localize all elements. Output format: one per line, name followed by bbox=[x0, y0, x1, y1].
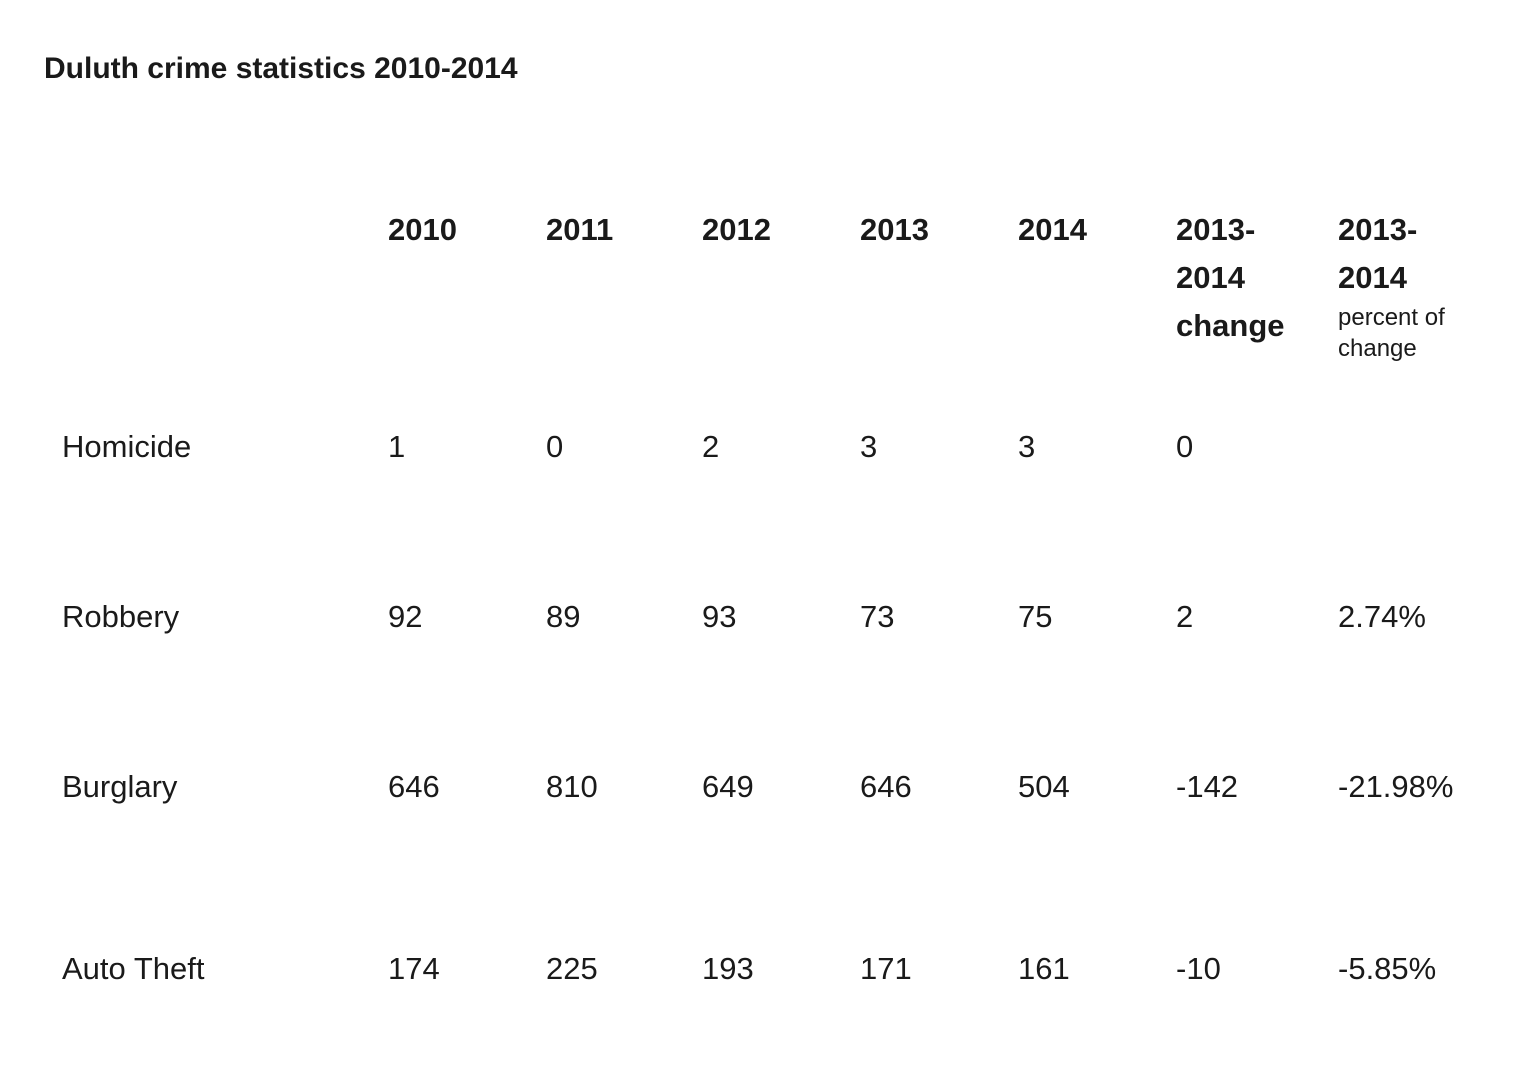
cell-value: 93 bbox=[702, 599, 737, 634]
cell-value: 73 bbox=[860, 599, 895, 634]
cell-value: 810 bbox=[546, 769, 598, 804]
header-percent-line: percent of bbox=[1338, 304, 1445, 332]
header-change-line: change bbox=[1176, 308, 1285, 344]
table-row-robbery: Robbery 92 89 93 73 75 2 2.74% bbox=[62, 598, 1523, 768]
cell-value: 92 bbox=[388, 599, 423, 634]
cell-value: -5.85% bbox=[1338, 951, 1437, 986]
cell-value: 3 bbox=[860, 429, 878, 464]
header-percent-line: 2013- bbox=[1338, 212, 1418, 247]
header-row-label-spacer bbox=[62, 206, 388, 428]
header-year-2010: 2010 bbox=[388, 212, 457, 247]
header-row: 2010 2011 2012 2013 2014 2013- 2014 chan… bbox=[62, 206, 1523, 428]
cell-value: 193 bbox=[702, 951, 754, 986]
header-year-2014: 2014 bbox=[1018, 212, 1087, 247]
cell-value: 174 bbox=[388, 951, 440, 986]
header-change-line: 2014 bbox=[1176, 260, 1245, 296]
cell-value bbox=[1338, 428, 1523, 598]
cell-value: 2.74% bbox=[1338, 599, 1426, 634]
cell-value: 646 bbox=[388, 769, 440, 804]
cell-value: 649 bbox=[702, 769, 754, 804]
row-label: Homicide bbox=[62, 429, 192, 464]
header-year-2012: 2012 bbox=[702, 212, 771, 247]
cell-value: 2 bbox=[1176, 599, 1194, 634]
cell-value: 161 bbox=[1018, 951, 1070, 986]
cell-value: 3 bbox=[1018, 429, 1036, 464]
header-percent-line: change bbox=[1338, 335, 1417, 363]
header-change-line: 2013- bbox=[1176, 212, 1256, 247]
cell-value: 171 bbox=[860, 951, 912, 986]
cell-value: 75 bbox=[1018, 599, 1053, 634]
header-change: 2013- 2014 change bbox=[1176, 206, 1338, 428]
table-row-homicide: Homicide 1 0 2 3 3 0 bbox=[62, 428, 1523, 598]
row-label: Burglary bbox=[62, 769, 178, 804]
cell-value: 89 bbox=[546, 599, 581, 634]
cell-value: 0 bbox=[546, 429, 564, 464]
cell-value: 225 bbox=[546, 951, 598, 986]
cell-value: -142 bbox=[1176, 769, 1239, 804]
cell-value: -21.98% bbox=[1338, 769, 1454, 804]
header-year-2013: 2013 bbox=[860, 212, 929, 247]
cell-value: 0 bbox=[1176, 429, 1194, 464]
row-label: Auto Theft bbox=[62, 951, 205, 986]
header-percent-change: 2013- 2014 percent of change bbox=[1338, 206, 1523, 428]
table-row-burglary: Burglary 646 810 649 646 504 -142 -21.98… bbox=[62, 768, 1523, 950]
header-percent-line: 2014 bbox=[1338, 260, 1407, 296]
header-year-2011: 2011 bbox=[546, 212, 614, 247]
cell-value: 504 bbox=[1018, 769, 1070, 804]
row-label: Robbery bbox=[62, 599, 180, 634]
cell-value: 646 bbox=[860, 769, 912, 804]
page-title: Duluth crime statistics 2010-2014 bbox=[44, 52, 518, 85]
cell-value: 1 bbox=[388, 429, 406, 464]
cell-value: 2 bbox=[702, 429, 720, 464]
crime-stats-table: 2010 2011 2012 2013 2014 2013- 2014 chan… bbox=[62, 206, 1523, 1066]
table-row-auto-theft: Auto Theft 174 225 193 171 161 -10 -5.85… bbox=[62, 950, 1523, 1066]
cell-value: -10 bbox=[1176, 951, 1221, 986]
